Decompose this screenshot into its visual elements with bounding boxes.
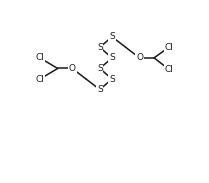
Text: S: S: [97, 85, 103, 94]
Text: S: S: [109, 32, 115, 41]
Text: Cl: Cl: [164, 43, 173, 52]
Text: S: S: [97, 43, 103, 52]
Text: O: O: [69, 64, 76, 73]
Text: Cl: Cl: [36, 74, 44, 83]
Text: O: O: [136, 53, 143, 62]
Text: S: S: [109, 53, 115, 62]
Text: Cl: Cl: [36, 53, 44, 62]
Text: S: S: [109, 74, 115, 83]
Text: S: S: [97, 64, 103, 73]
Text: Cl: Cl: [164, 65, 173, 74]
